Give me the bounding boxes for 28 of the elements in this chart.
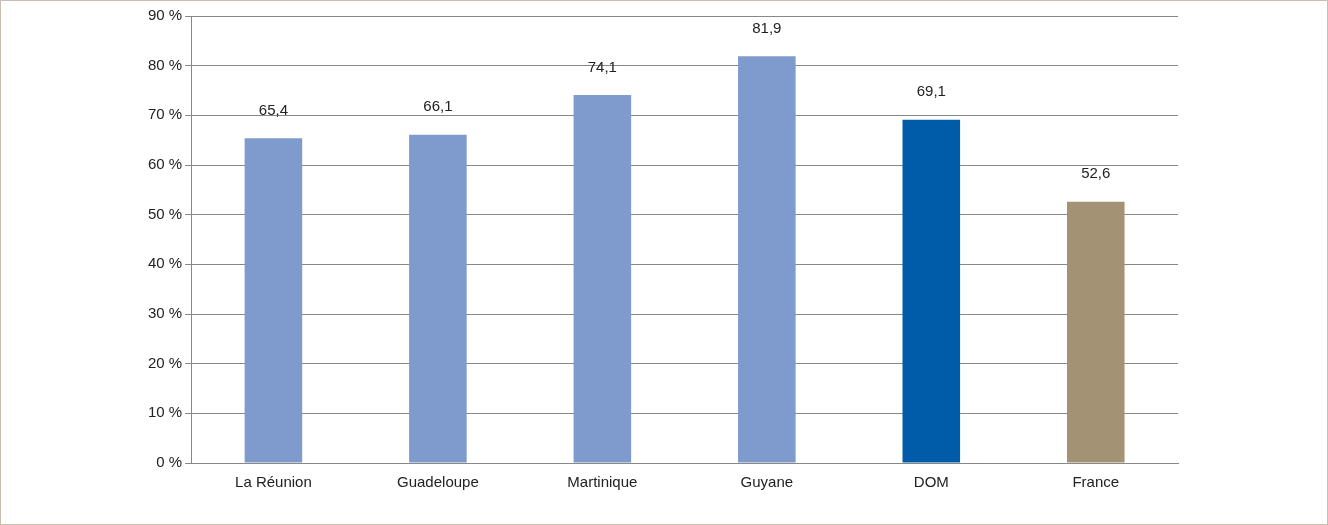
data-label: 65,4 <box>258 100 289 118</box>
x-tick-label: La Réunion <box>235 473 312 491</box>
y-tick-label: 10 % <box>147 403 183 421</box>
bar <box>244 138 303 463</box>
bar <box>1066 201 1125 463</box>
x-tick-label: Martinique <box>567 473 638 491</box>
x-tick-label: France <box>1072 473 1120 491</box>
data-label: 52,6 <box>1081 164 1111 182</box>
data-label: 69,1 <box>916 82 946 100</box>
x-tick-label: Guadeloupe <box>397 473 479 491</box>
bar <box>409 134 467 463</box>
bar <box>738 56 796 463</box>
y-tick-label: 0 % <box>156 453 183 471</box>
data-label: 74,1 <box>587 57 617 75</box>
x-tick-label: Guyane <box>740 473 794 491</box>
y-tick-label: 40 % <box>147 254 183 272</box>
y-tick-label: 70 % <box>147 105 183 123</box>
y-tick-label: 60 % <box>147 155 183 173</box>
y-tick-label: 50 % <box>147 204 183 222</box>
y-tick-label: 20 % <box>147 353 183 371</box>
y-tick-label: 90 % <box>147 6 183 24</box>
y-tick-label: 30 % <box>147 304 183 322</box>
bar <box>902 119 961 463</box>
x-tick-label: DOM <box>913 473 949 491</box>
data-label: 66,1 <box>423 97 453 115</box>
bar <box>573 94 632 463</box>
y-tick-label: 80 % <box>147 55 183 73</box>
data-label: 81,9 <box>752 18 782 36</box>
